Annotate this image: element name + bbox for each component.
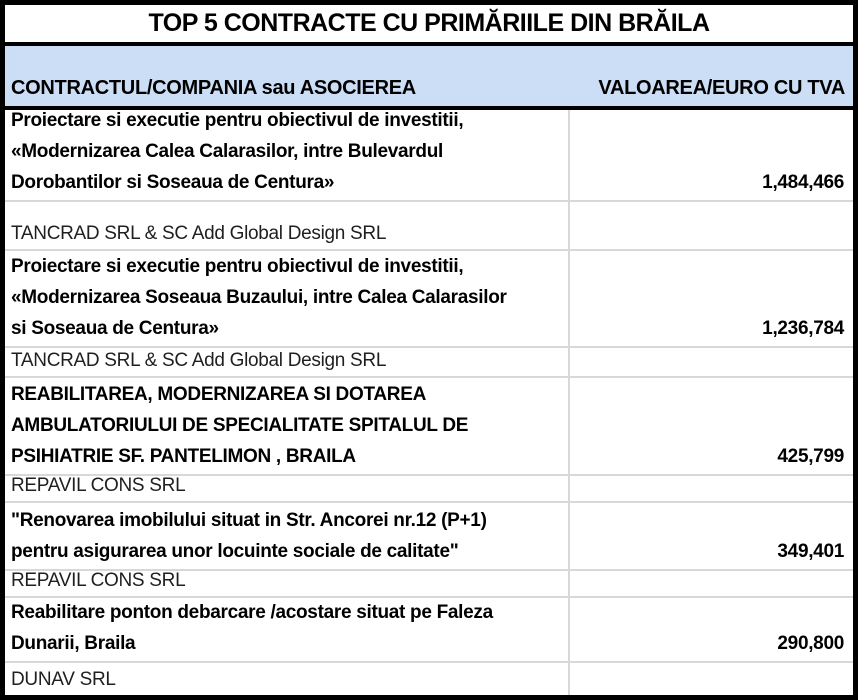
empty-value-cell [568,663,853,695]
contract-description: Proiectare si executie pentru obiectivul… [11,110,464,193]
company-row-1: TANCRAD SRL & SC Add Global Design SRL [5,202,853,251]
empty-value-cell [568,348,853,376]
company-name: TANCRAD SRL & SC Add Global Design SRL [11,350,387,371]
company-name: DUNAV SRL [11,669,116,690]
contract-description: Reabilitare ponton debarcare /acostare s… [11,602,493,654]
contract-value: 425,799 [568,378,853,474]
empty-value-cell [568,476,853,501]
empty-value-cell [568,571,853,596]
contract-value: 1,484,466 [568,110,853,200]
column-header-contract: CONTRACTUL/COMPANIA sau ASOCIEREA [11,77,416,99]
contract-row-1: Proiectare si executie pentru obiectivul… [5,110,853,202]
page-title: TOP 5 CONTRACTE CU PRIMĂRIILE DIN BRĂILA [148,9,710,37]
header-separator [5,106,853,110]
company-row-4: REPAVIL CONS SRL [5,571,853,598]
contract-value: 290,800 [568,598,853,661]
contract-value: 349,401 [568,503,853,569]
column-header-value: VALOAREA/EURO CU TVA [598,77,845,99]
empty-value-cell [568,202,853,249]
contract-row-2: Proiectare si executie pentru obiectivul… [5,251,853,348]
contract-value: 1,236,784 [568,251,853,346]
company-row-3: REPAVIL CONS SRL [5,476,853,503]
company-name: TANCRAD SRL & SC Add Global Design SRL [11,223,387,244]
company-name: REPAVIL CONS SRL [11,571,186,591]
table-header-row: CONTRACTUL/COMPANIA sau ASOCIEREA VALOAR… [5,46,853,106]
company-name: REPAVIL CONS SRL [11,476,186,496]
contract-row-4: "Renovarea imobilului situat in Str. Anc… [5,503,853,571]
company-row-5: DUNAV SRL [5,663,853,695]
contract-description: REABILITAREA, MODERNIZAREA SI DOTAREA AM… [11,384,469,467]
contract-description: "Renovarea imobilului situat in Str. Anc… [11,510,487,562]
contract-row-5: Reabilitare ponton debarcare /acostare s… [5,598,853,663]
contract-row-3: REABILITAREA, MODERNIZAREA SI DOTAREA AM… [5,378,853,476]
table-body: Proiectare si executie pentru obiectivul… [5,110,853,695]
table-title-row: TOP 5 CONTRACTE CU PRIMĂRIILE DIN BRĂILA [5,5,853,42]
title-separator [5,42,853,46]
contract-description: Proiectare si executie pentru obiectivul… [11,256,507,339]
company-row-2: TANCRAD SRL & SC Add Global Design SRL [5,348,853,378]
